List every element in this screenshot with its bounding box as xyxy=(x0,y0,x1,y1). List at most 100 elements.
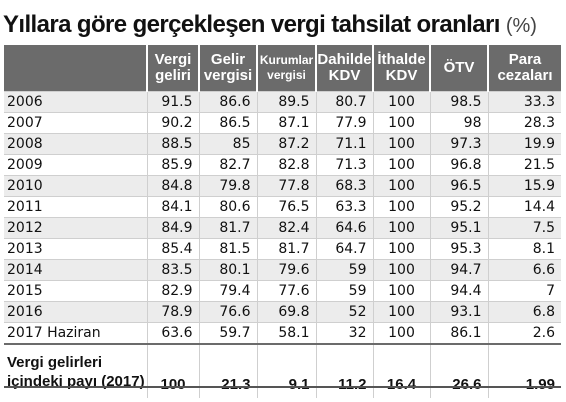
footer-value: 1.99 xyxy=(487,343,561,398)
row-label: 2011 xyxy=(4,196,147,218)
row-label: 2010 xyxy=(4,175,147,197)
table-cell: 86.5 xyxy=(198,112,257,134)
table-cell: 97.3 xyxy=(429,133,488,155)
table-row: 2007 90.2 86.5 87.1 77.9 100 98 28.3 xyxy=(4,112,561,134)
table-cell: 95.2 xyxy=(429,196,488,218)
table-cell: 94.4 xyxy=(429,280,488,302)
table-row: 2013 85.4 81.5 81.7 64.7 100 95.3 8.1 xyxy=(4,238,561,260)
table-cell: 100 xyxy=(372,112,430,134)
table-row: 2010 84.8 79.8 77.8 68.3 100 96.5 15.9 xyxy=(4,175,561,197)
table-cell: 91.5 xyxy=(146,91,199,113)
table-cell: 2.6 xyxy=(487,322,561,344)
table-cell: 32 xyxy=(315,322,373,344)
row-label: 2013 xyxy=(4,238,147,260)
table-cell: 64.6 xyxy=(315,217,373,239)
table-header: Vergi geliri Gelir vergisi Kurumlar vergisi… xyxy=(4,45,561,92)
column-header-para-cezalari: Para cezaları xyxy=(487,45,561,92)
header-row: Vergi geliri Gelir vergisi Kurumlar vergisi… xyxy=(4,45,561,92)
table-row: 2006 91.5 86.6 89.5 80.7 100 98.5 33.3 xyxy=(4,91,561,113)
table-cell: 21.5 xyxy=(487,154,561,176)
table-cell: 71.1 xyxy=(315,133,373,155)
table-cell: 100 xyxy=(372,196,430,218)
table-row: 2008 88.5 85 87.2 71.1 100 97.3 19.9 xyxy=(4,133,561,155)
row-label: 2015 xyxy=(4,280,147,302)
table-cell: 82.8 xyxy=(256,154,316,176)
table-cell: 80.7 xyxy=(315,91,373,113)
row-label: 2009 xyxy=(4,154,147,176)
table-row: 2012 84.9 81.7 82.4 64.6 100 95.1 7.5 xyxy=(4,217,561,239)
table-cell: 100 xyxy=(372,133,430,155)
table-cell: 100 xyxy=(372,175,430,197)
footer-value: 26.6 xyxy=(429,343,488,398)
table-cell: 89.5 xyxy=(256,91,316,113)
table-cell: 58.1 xyxy=(256,322,316,344)
table-cell: 94.7 xyxy=(429,259,488,281)
table-cell: 81.7 xyxy=(198,217,257,239)
table-cell: 100 xyxy=(372,259,430,281)
table-cell: 79.8 xyxy=(198,175,257,197)
table-cell: 95.3 xyxy=(429,238,488,260)
footer-value: 11.2 xyxy=(315,343,373,398)
table-cell: 95.1 xyxy=(429,217,488,239)
table-cell: 100 xyxy=(372,91,430,113)
title-text: Yıllara göre gerçekleşen vergi tahsilat … xyxy=(3,11,500,38)
table-cell: 87.1 xyxy=(256,112,316,134)
table-cell: 63.6 xyxy=(146,322,199,344)
table-cell: 85 xyxy=(198,133,257,155)
footer-row: Vergi gelirleri içindeki payı (2017) 100 … xyxy=(4,343,561,398)
table-cell: 81.5 xyxy=(198,238,257,260)
table-cell: 100 xyxy=(372,154,430,176)
table-cell: 8.1 xyxy=(487,238,561,260)
row-label: 2007 xyxy=(4,112,147,134)
table-cell: 100 xyxy=(372,280,430,302)
table-cell: 77.6 xyxy=(256,280,316,302)
table-cell: 85.9 xyxy=(146,154,199,176)
table-cell: 76.5 xyxy=(256,196,316,218)
table-cell: 84.1 xyxy=(146,196,199,218)
table-cell: 98.5 xyxy=(429,91,488,113)
table-cell: 19.9 xyxy=(487,133,561,155)
table-cell: 14.4 xyxy=(487,196,561,218)
table-cell: 86.1 xyxy=(429,322,488,344)
column-header-vergi-geliri: Vergi geliri xyxy=(146,45,199,92)
table-row: 2009 85.9 82.7 82.8 71.3 100 96.8 21.5 xyxy=(4,154,561,176)
table-cell: 85.4 xyxy=(146,238,199,260)
table-cell: 100 xyxy=(372,217,430,239)
bottom-rule xyxy=(4,386,561,388)
table-cell: 77.9 xyxy=(315,112,373,134)
table-cell: 59.7 xyxy=(198,322,257,344)
table-cell: 68.3 xyxy=(315,175,373,197)
table-cell: 100 xyxy=(372,238,430,260)
table-cell: 33.3 xyxy=(487,91,561,113)
table-cell: 59 xyxy=(315,259,373,281)
table-footer: Vergi gelirleri içindeki payı (2017) 100 … xyxy=(4,343,561,398)
table-cell: 82.9 xyxy=(146,280,199,302)
column-header-ithalde-kdv: İthalde KDV xyxy=(372,45,430,92)
column-header-otv: ÖTV xyxy=(429,45,488,92)
table-cell: 82.4 xyxy=(256,217,316,239)
table-cell: 76.6 xyxy=(198,301,257,323)
tax-collection-table: Vergi geliri Gelir vergisi Kurumlar vergisi… xyxy=(4,45,561,398)
table-cell: 28.3 xyxy=(487,112,561,134)
table-cell: 82.7 xyxy=(198,154,257,176)
table-cell: 81.7 xyxy=(256,238,316,260)
table-row: 2014 83.5 80.1 79.6 59 100 94.7 6.6 xyxy=(4,259,561,281)
row-label: 2008 xyxy=(4,133,147,155)
table-cell: 7 xyxy=(487,280,561,302)
table-cell: 7.5 xyxy=(487,217,561,239)
table-row: 2016 78.9 76.6 69.8 52 100 93.1 6.8 xyxy=(4,301,561,323)
table-body: 2006 91.5 86.6 89.5 80.7 100 98.5 33.3 2007 90.2 8… xyxy=(4,91,561,344)
table-cell: 63.3 xyxy=(315,196,373,218)
table-cell: 15.9 xyxy=(487,175,561,197)
table-cell: 87.2 xyxy=(256,133,316,155)
table-cell: 80.1 xyxy=(198,259,257,281)
table-cell: 6.8 xyxy=(487,301,561,323)
table-cell: 59 xyxy=(315,280,373,302)
footer-value: 100 xyxy=(146,343,199,398)
table-cell: 100 xyxy=(372,301,430,323)
table-cell: 64.7 xyxy=(315,238,373,260)
table-cell: 100 xyxy=(372,322,430,344)
table-cell: 69.8 xyxy=(256,301,316,323)
header-corner xyxy=(4,45,147,92)
row-label: 2016 xyxy=(4,301,147,323)
